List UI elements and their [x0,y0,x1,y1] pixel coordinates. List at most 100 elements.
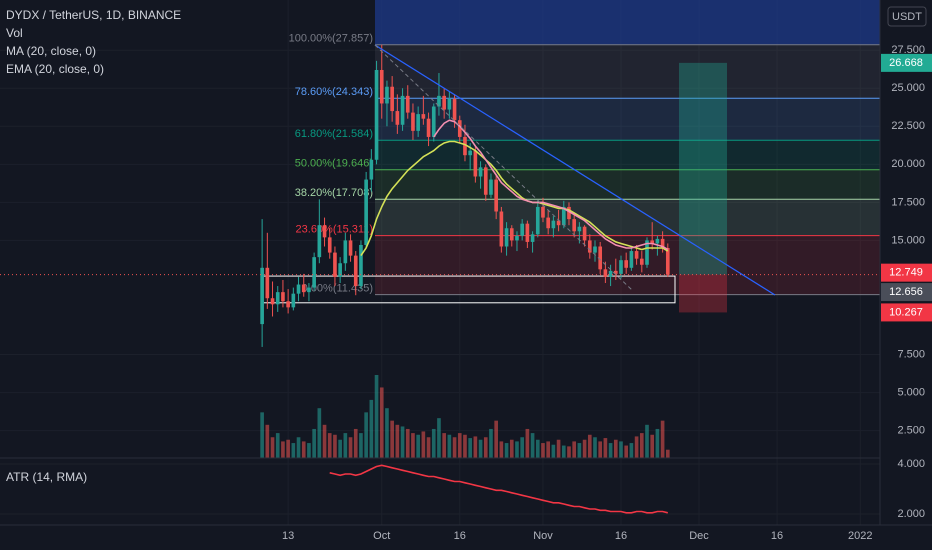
candle-body [530,234,535,242]
fib-zone [375,44,880,99]
drawings-over [374,44,776,296]
fib-zone [375,169,880,200]
candle-body [478,167,483,177]
candle-body [317,225,322,258]
volume-bar [624,445,629,458]
candle-body [541,206,545,218]
y-tick-label: 4.000 [897,458,925,470]
x-tick-label: 16 [771,530,783,542]
candle-body [275,292,280,305]
symbol-title: DYDX / TetherUS, 1D, BINANCE [6,8,181,22]
ma-line [360,140,669,257]
x-tick-label: 2022 [848,530,872,542]
candle-body [400,95,405,125]
volume-bar [629,443,634,458]
candle-body [515,235,519,241]
volume-bar [613,439,618,458]
fib-trend-line [374,44,633,291]
volume-bar [301,441,306,458]
candle-body [665,248,670,275]
volume-bar [567,446,571,458]
volume-bar [608,443,613,458]
volume-bar [645,424,649,458]
currency-box[interactable] [887,6,927,27]
candle-body [338,263,342,277]
atr-line [329,464,668,514]
y-tick-label: 7.500 [897,348,925,360]
volume-bar [603,438,608,458]
price-tag-label: 12.656 [889,286,923,298]
target-zone [679,62,727,275]
volume-bar [307,443,311,458]
candle-body [327,237,332,253]
candle-body [353,255,358,287]
volume-bar [634,436,639,458]
y-tick-label: 22.500 [891,120,925,132]
candle-body [307,287,311,293]
fib-label: 61.80%(21.584) [295,128,373,140]
volume-bar [483,437,488,458]
candle-body [593,246,597,253]
drawings-under: 100.00%(27.857) 78.60%(24.343) 61.80%(21.5… [289,0,880,313]
volume-bar [665,449,670,458]
candle-body [286,301,290,308]
candle-body [572,219,577,232]
candle-body [442,95,446,110]
candle-body [333,252,337,277]
price-tag [881,303,932,322]
y-tick-label: 5.000 [897,386,925,398]
candle-body [509,228,514,241]
fib-extension-zone [375,0,880,45]
candle-body [426,118,431,137]
candle-body [301,284,306,293]
volume-legend: Vol [6,26,23,40]
candle-body [390,86,394,112]
volume-bar [463,434,467,458]
y-tick-label: 2.000 [897,508,925,520]
volume-bar [426,437,431,458]
volume-bar [385,408,389,458]
y-tick-label: 20.000 [891,158,925,170]
fib-label: 23.60%(15.311) [296,224,373,236]
y-tick-label: 27.500 [891,44,925,56]
volume-bar [556,439,561,458]
volume-bar [546,441,550,458]
currency-label[interactable]: USDT [892,11,922,23]
volume-bar [275,433,280,458]
candle-body [582,226,587,241]
candle-body [624,260,629,268]
candle-body [473,150,478,177]
volume-bar [577,443,582,458]
volume-bar [587,434,592,458]
candle-body [431,106,436,137]
volume-bar [431,428,436,458]
y-tick-label: 15.000 [891,234,925,246]
candle-body [520,223,524,236]
candle-body [489,179,493,195]
candle-body [598,246,603,270]
volume-bar [457,433,462,458]
candle-body [447,98,452,110]
volume-bar [405,428,410,458]
candle-body [265,267,270,299]
candle-body [660,238,665,249]
volume-bar [400,426,405,458]
candle-body [494,179,498,212]
candle-body [405,95,410,113]
y-tick-label: 17.500 [891,196,925,208]
candle-body [546,217,550,229]
volume-bar [353,428,358,458]
volume-bar [593,437,597,458]
volume-bar [338,439,342,458]
volume-bar [286,439,290,458]
volume-bar [359,433,363,458]
candle-body [437,95,441,107]
candle-body [608,270,613,277]
volume-bar [348,437,353,458]
volume-bar [281,441,285,458]
x-tick-label: 16 [615,530,627,542]
volume-bar [541,443,545,458]
y-tick-label: 25.000 [891,82,925,94]
volume-bar [421,431,426,458]
